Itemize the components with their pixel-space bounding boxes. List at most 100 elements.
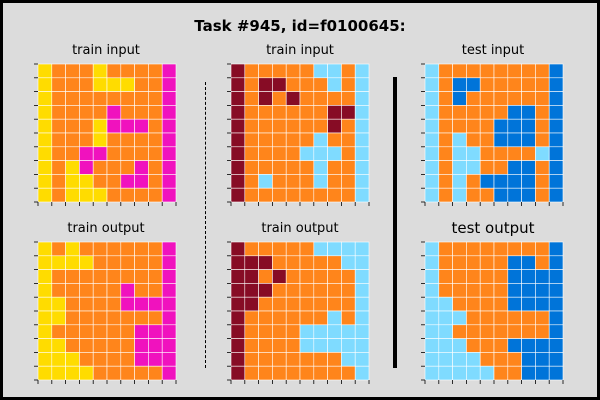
grid-cell: [466, 365, 481, 381]
grid-cell: [120, 132, 135, 148]
grid-cell: [466, 132, 481, 148]
grid-cell: [299, 105, 315, 120]
grid-cell: [230, 174, 246, 189]
grid-cell: [120, 255, 135, 270]
panel-label-train-input-2: train input: [266, 43, 334, 58]
grid-cell: [134, 338, 149, 353]
grid-cell: [466, 77, 481, 92]
grid-cell: [354, 255, 370, 270]
grid-cell: [161, 174, 177, 189]
grid-cell: [507, 77, 522, 92]
grid-cell: [230, 365, 246, 381]
grid-cell: [313, 310, 328, 326]
grid-cell: [65, 296, 80, 312]
grid-cell: [466, 338, 481, 353]
grid-cell: [148, 365, 163, 381]
grid-cell: [258, 105, 273, 120]
grid-cell: [120, 146, 135, 161]
grid-cell: [313, 77, 328, 92]
grid-cell: [452, 338, 467, 353]
grid-cell: [148, 241, 163, 257]
grid-cell: [507, 352, 522, 367]
grid-cell: [466, 174, 481, 189]
grid-cell: [493, 91, 509, 106]
grid-cell: [258, 241, 273, 257]
grid-cell: [341, 118, 356, 134]
grid-cell: [521, 241, 536, 257]
grid-cell: [244, 77, 259, 92]
grid-cell: [230, 105, 246, 120]
solid-separator: [393, 77, 397, 368]
grid-cell: [424, 352, 440, 367]
grid-cell: [535, 255, 550, 270]
grid-cell: [535, 352, 550, 367]
grid-cell: [106, 91, 122, 106]
grid-cell: [120, 338, 135, 353]
grid-cell: [341, 338, 356, 353]
grid-cell: [341, 283, 356, 298]
grid-cell: [452, 296, 467, 312]
grid-cell: [148, 283, 163, 298]
grid-cell: [161, 118, 177, 134]
grid-cell: [424, 255, 440, 270]
grid-cell: [65, 160, 80, 175]
grid-cell: [354, 365, 370, 381]
grid-cell: [479, 118, 495, 134]
grid-cell: [466, 255, 481, 270]
grid-cell: [134, 63, 149, 79]
grid-cell: [493, 241, 509, 257]
grid-cell: [120, 283, 135, 298]
grid-cell: [134, 365, 149, 381]
grid-cell: [92, 146, 108, 161]
panel-label-train-output-2: train output: [261, 221, 339, 236]
grid-cell: [65, 352, 80, 367]
grid-cell: [79, 283, 94, 298]
grid-cell: [272, 241, 287, 257]
grid-cell: [507, 324, 522, 339]
grid-cell: [244, 146, 259, 161]
grid-svg: [421, 241, 564, 384]
grid-cell: [244, 324, 259, 339]
grid-cell: [272, 146, 287, 161]
grid-cell: [354, 283, 370, 298]
grid-cell: [424, 296, 440, 312]
grid-cell: [161, 310, 177, 326]
grid-cell: [327, 77, 342, 92]
grid-cell: [106, 241, 122, 257]
grid-cell: [106, 105, 122, 120]
grid-cell: [299, 241, 315, 257]
grid-cell: [452, 132, 467, 148]
grid-cell: [230, 283, 246, 298]
grid-cell: [106, 338, 122, 353]
grid-cell: [521, 105, 536, 120]
grid-cell: [521, 63, 536, 79]
grid-cell: [354, 91, 370, 106]
grid-cell: [466, 241, 481, 257]
grid-cell: [299, 132, 315, 148]
grid-cell: [424, 310, 440, 326]
grid-cell: [106, 77, 122, 92]
grid-cell: [230, 241, 246, 257]
grid-cell: [92, 338, 108, 353]
grid-cell: [285, 63, 301, 79]
grid-cell: [258, 269, 273, 284]
grid-cell: [341, 324, 356, 339]
grid-cell: [424, 187, 440, 203]
grid-cell: [106, 118, 122, 134]
grid-cell: [424, 174, 440, 189]
grid-cell: [479, 132, 495, 148]
grid-cell: [92, 91, 108, 106]
grid-cell: [299, 160, 315, 175]
grid-cell: [79, 160, 94, 175]
grid-cell: [313, 132, 328, 148]
grid-cell: [92, 77, 108, 92]
grid-cell: [535, 324, 550, 339]
grid-cell: [51, 77, 66, 92]
grid-cell: [134, 91, 149, 106]
grid-cell: [79, 91, 94, 106]
grid-cell: [341, 269, 356, 284]
grid-cell: [354, 146, 370, 161]
grid-cell: [493, 324, 509, 339]
grid-cell: [120, 310, 135, 326]
grid-cell: [299, 187, 315, 203]
